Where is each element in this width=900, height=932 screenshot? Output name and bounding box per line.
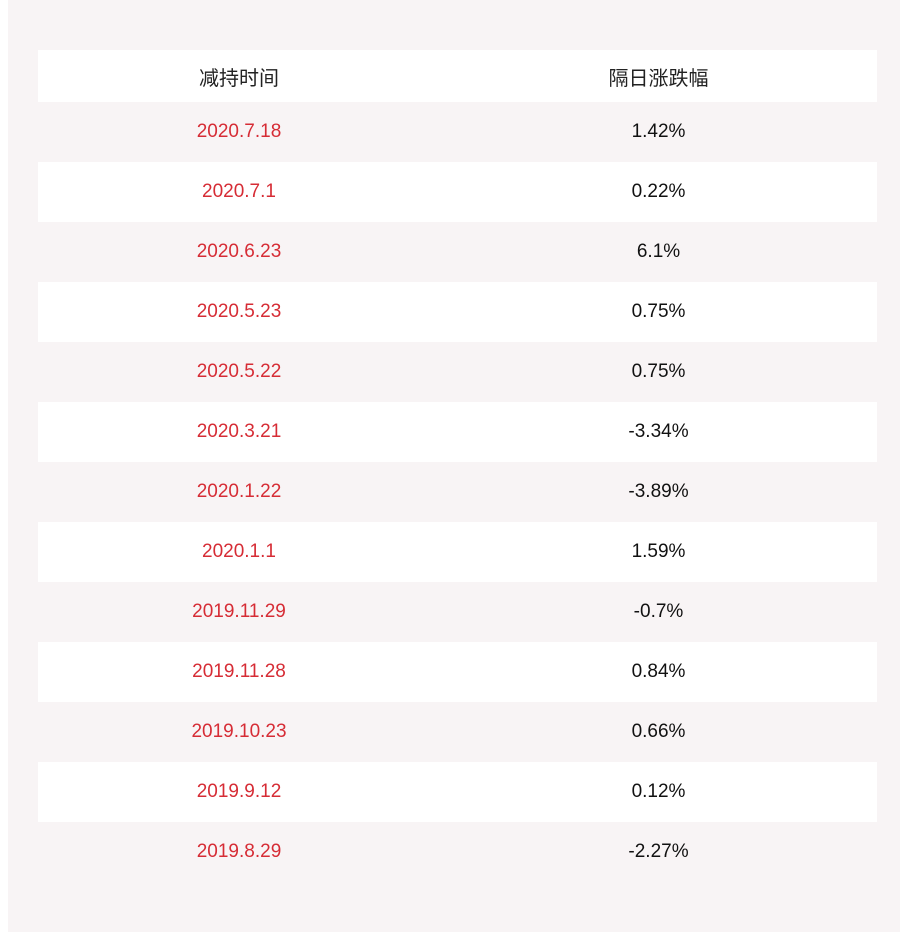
table-row: 2020.7.1 0.22% [38,162,877,222]
date-cell: 2019.11.28 [192,661,286,682]
change-cell: 0.84% [631,661,686,682]
date-cell: 2020.6.23 [196,241,282,262]
table-row: 2020.6.23 6.1% [38,222,877,282]
table-row: 2019.11.28 0.84% [38,642,877,702]
change-cell: 0.75% [631,361,686,382]
table-row: 2020.1.22 -3.89% [38,462,877,522]
table-row: 2019.11.29 -0.7% [38,582,877,642]
change-cell: 0.66% [631,721,686,742]
date-cell: 2019.9.12 [196,781,282,802]
date-cell: 2020.7.1 [202,181,276,202]
change-cell: 1.59% [631,541,686,562]
date-cell: 2020.1.22 [196,481,282,502]
table-row: 2020.1.1 1.59% [38,522,877,582]
change-cell: -2.27% [628,841,689,862]
date-cell: 2020.7.18 [196,121,282,142]
date-cell: 2020.5.23 [196,301,282,322]
change-cell: 1.42% [631,121,686,142]
change-cell: 0.12% [631,781,686,802]
change-cell: 6.1% [636,241,681,262]
table-row: 2019.8.29 -2.27% [38,822,877,882]
content-panel: 减持时间 隔日涨跌幅 2020.7.18 1.42% 2020.7.1 0.22… [8,0,900,932]
table-row: 2019.10.23 0.66% [38,702,877,762]
table-row: 2020.5.22 0.75% [38,342,877,402]
table-row: 2020.3.21 -3.34% [38,402,877,462]
table-header: 减持时间 隔日涨跌幅 [38,50,877,102]
date-cell: 2019.11.29 [192,601,286,622]
reduction-table: 减持时间 隔日涨跌幅 2020.7.18 1.42% 2020.7.1 0.22… [38,50,877,882]
header-reduction-date: 减持时间 [199,67,279,90]
date-cell: 2020.3.21 [196,421,282,442]
change-cell: 0.75% [631,301,686,322]
table-row: 2020.7.18 1.42% [38,102,877,162]
date-cell: 2020.1.1 [202,541,276,562]
date-cell: 2019.8.29 [196,841,282,862]
date-cell: 2020.5.22 [196,361,282,382]
header-next-day-change: 隔日涨跌幅 [608,67,709,90]
change-cell: -3.89% [628,481,689,502]
table-row: 2019.9.12 0.12% [38,762,877,822]
table-row: 2020.5.23 0.75% [38,282,877,342]
change-cell: 0.22% [631,181,686,202]
date-cell: 2019.10.23 [191,721,287,742]
change-cell: -0.7% [633,601,684,622]
change-cell: -3.34% [628,421,689,442]
